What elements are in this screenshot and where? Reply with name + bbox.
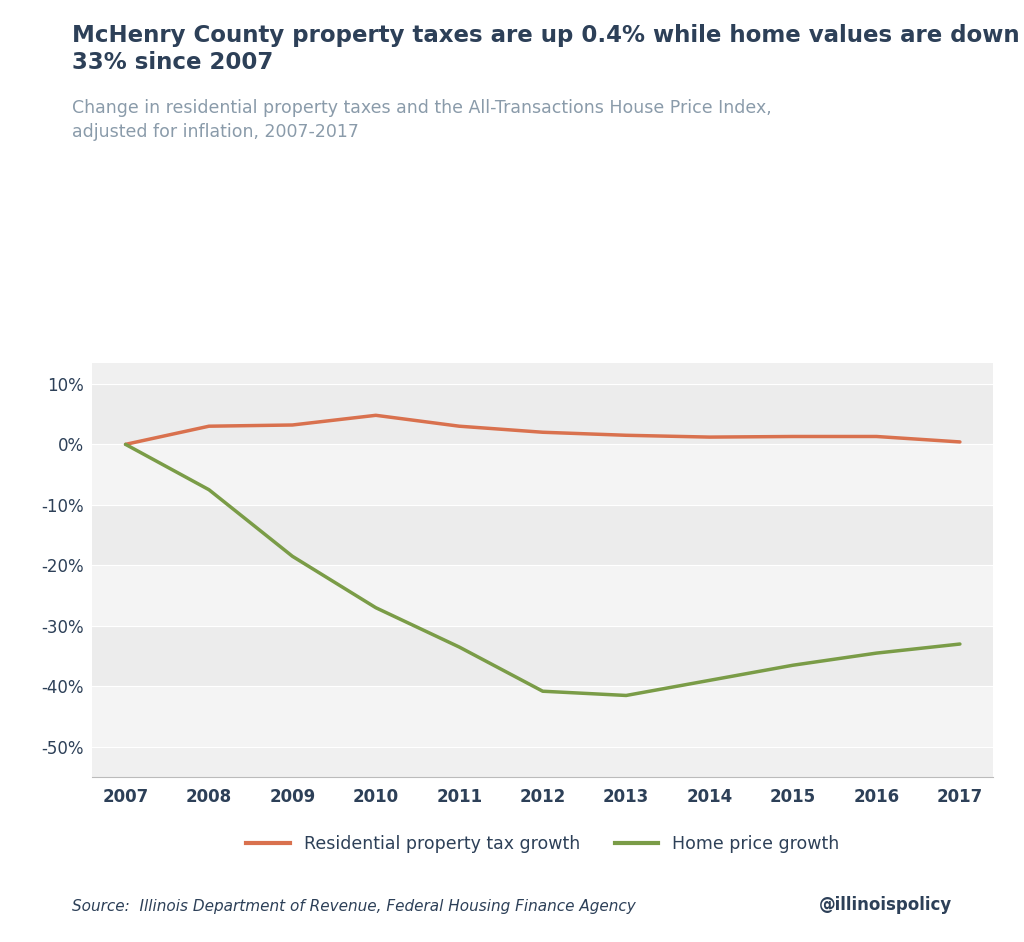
Bar (92, 565, 993, 625)
Text: Change in residential property taxes and the All-Transactions House Price Index,: Change in residential property taxes and… (72, 99, 771, 140)
Bar (92, 445, 993, 505)
Text: Source:  Illinois Department of Revenue, Federal Housing Finance Agency: Source: Illinois Department of Revenue, … (72, 899, 636, 914)
Bar (92, 383, 993, 445)
Text: McHenry County property taxes are up 0.4% while home values are down
33% since 2: McHenry County property taxes are up 0.4… (72, 24, 1019, 74)
Bar (92, 625, 993, 687)
Text: @illinoispolicy: @illinoispolicy (819, 896, 952, 914)
Bar (92, 687, 993, 747)
Legend: Residential property tax growth, Home price growth: Residential property tax growth, Home pr… (240, 828, 846, 860)
Bar (92, 505, 993, 565)
